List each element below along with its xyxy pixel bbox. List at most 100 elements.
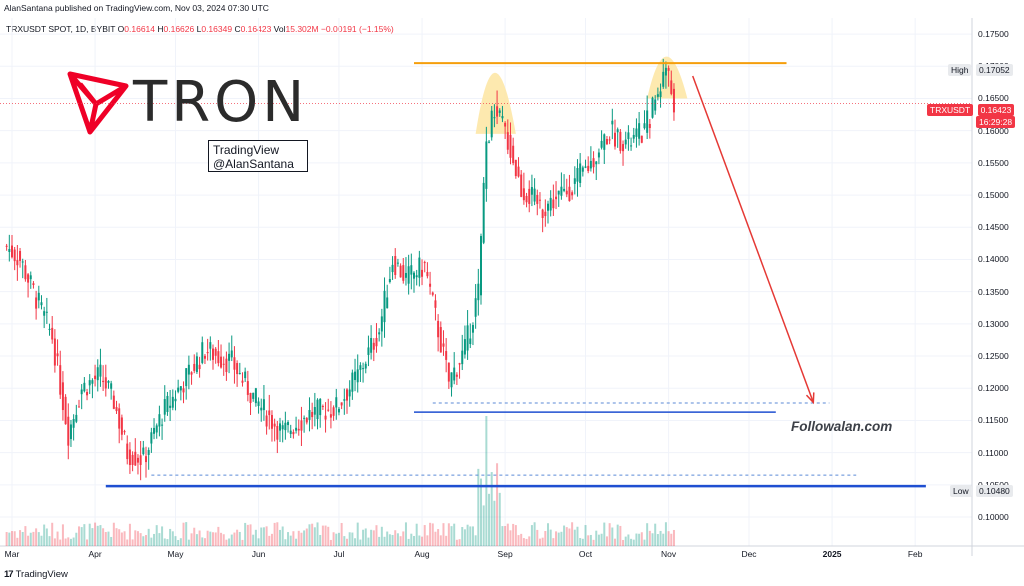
candle-body bbox=[471, 325, 474, 333]
candle-body bbox=[415, 275, 418, 278]
candle-body bbox=[581, 167, 584, 172]
candle-body bbox=[225, 358, 228, 373]
candle-body bbox=[605, 138, 608, 145]
candle-body bbox=[56, 353, 59, 357]
candle-body bbox=[461, 350, 464, 365]
volume-bar bbox=[142, 536, 145, 546]
volume-bar bbox=[238, 531, 241, 546]
volume-bar bbox=[83, 524, 86, 546]
candle-body bbox=[654, 99, 657, 111]
candle-body bbox=[525, 195, 528, 203]
candle-body bbox=[370, 338, 373, 353]
volume-bar bbox=[236, 529, 239, 546]
candle-body bbox=[284, 422, 287, 431]
volume-bar bbox=[123, 531, 126, 546]
projection-arrow-head bbox=[805, 392, 815, 405]
candle-body bbox=[190, 372, 193, 375]
candle-body bbox=[597, 152, 600, 158]
candle-body bbox=[568, 186, 571, 202]
ohlc-item: L0.16349 bbox=[194, 24, 233, 34]
candle-body bbox=[163, 399, 166, 415]
candle-body bbox=[394, 256, 397, 276]
volume-bar bbox=[536, 529, 539, 546]
candle-body bbox=[268, 410, 271, 416]
tradingview-footer-logo[interactable]: 17 TradingView bbox=[4, 569, 68, 580]
volume-bar bbox=[399, 536, 402, 546]
volume-bar bbox=[187, 539, 190, 546]
candle-body bbox=[88, 380, 91, 386]
volume-bar bbox=[496, 463, 499, 546]
candle-body bbox=[332, 407, 335, 416]
candle-body bbox=[410, 265, 413, 275]
candle-body bbox=[209, 342, 212, 349]
candle-body bbox=[624, 139, 627, 145]
volume-bar bbox=[579, 538, 582, 546]
candle-body bbox=[8, 248, 11, 253]
candle-body bbox=[120, 417, 123, 435]
candle-body bbox=[474, 298, 477, 317]
volume-bar bbox=[383, 536, 386, 546]
candle-body bbox=[458, 363, 461, 365]
symbol-legend: TRXUSDT SPOT, 1D, BYBIT O0.16614 H0.1662… bbox=[6, 24, 394, 34]
volume-bar bbox=[257, 538, 260, 546]
volume-bar bbox=[664, 522, 667, 546]
volume-bar bbox=[423, 525, 426, 546]
candle-body bbox=[418, 257, 421, 278]
candle-body bbox=[220, 356, 223, 368]
candle-body bbox=[182, 388, 185, 393]
volume-bar bbox=[356, 522, 359, 546]
volume-bar bbox=[643, 539, 646, 546]
candle-body bbox=[648, 123, 651, 129]
volume-bar bbox=[394, 530, 397, 546]
candle-body bbox=[504, 122, 507, 127]
candle-body bbox=[445, 351, 448, 360]
symbol-label[interactable]: TRXUSDT SPOT, 1D, BYBIT bbox=[6, 24, 116, 34]
tron-triangle-logo bbox=[67, 71, 129, 135]
volume-bar bbox=[651, 533, 654, 546]
x-tick-label: Mar bbox=[4, 549, 20, 559]
candle-body bbox=[635, 128, 638, 137]
candle-body bbox=[53, 338, 56, 366]
candle-body bbox=[643, 123, 646, 129]
candle-body bbox=[179, 386, 182, 391]
candle-body bbox=[136, 457, 139, 463]
candle-body bbox=[520, 174, 523, 197]
volume-bar bbox=[372, 530, 375, 546]
y-tick-label: 0.15500 bbox=[978, 157, 1009, 168]
volume-bar bbox=[396, 533, 399, 546]
x-tick-label: Dec bbox=[741, 549, 757, 559]
candle-body bbox=[281, 425, 284, 430]
candle-body bbox=[297, 428, 300, 431]
volume-bar bbox=[145, 535, 147, 546]
candle-body bbox=[589, 160, 592, 169]
candle-body bbox=[236, 363, 239, 375]
volume-bar bbox=[557, 532, 560, 546]
volume-bar bbox=[627, 534, 630, 546]
candle-body bbox=[51, 327, 54, 340]
candle-body bbox=[413, 272, 415, 279]
volume-bar bbox=[268, 535, 271, 546]
volume-bar bbox=[592, 539, 595, 546]
x-tick-label: Jul bbox=[333, 549, 345, 559]
candle-body bbox=[295, 427, 298, 431]
countdown-value: 16:29:28 bbox=[976, 116, 1016, 128]
volume-bar bbox=[276, 522, 279, 546]
volume-bar bbox=[463, 529, 466, 546]
candle-body bbox=[69, 424, 72, 440]
candle-body bbox=[616, 129, 619, 133]
volume-bar bbox=[21, 531, 24, 546]
candle-body bbox=[257, 401, 260, 407]
volume-bar bbox=[375, 525, 378, 546]
candle-body bbox=[512, 145, 515, 164]
candle-body bbox=[351, 372, 354, 392]
candle-body bbox=[364, 363, 367, 369]
candle-body bbox=[346, 389, 348, 401]
published-line: AlanSantana published on TradingView.com… bbox=[4, 3, 269, 13]
volume-bar bbox=[466, 524, 469, 546]
volume-bar bbox=[506, 523, 509, 546]
volume-bar bbox=[565, 527, 568, 546]
candle-body bbox=[485, 141, 488, 189]
candle-body bbox=[522, 188, 525, 201]
candle-body bbox=[614, 132, 616, 147]
